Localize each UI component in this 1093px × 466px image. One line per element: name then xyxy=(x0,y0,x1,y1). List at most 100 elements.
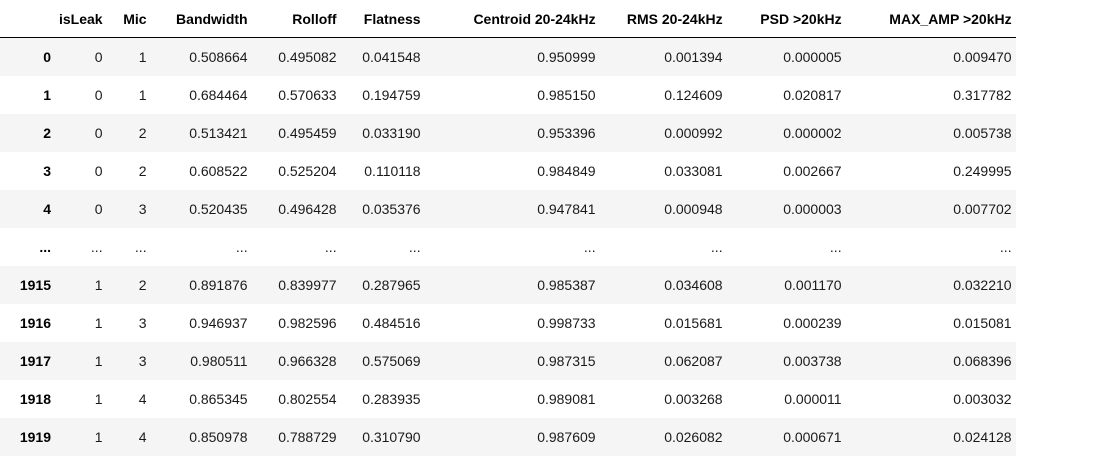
cell-flatness: 0.033190 xyxy=(362,125,421,141)
table-row: 1915 1 2 0.891876 0.839977 0.287965 0.98… xyxy=(0,266,1016,304)
row-index: 4 xyxy=(43,201,51,217)
column-header-psd: PSD >20kHz xyxy=(726,0,846,38)
table-body: 0 0 1 0.508664 0.495082 0.041548 0.95099… xyxy=(0,37,1016,456)
cell-bandwidth: 0.850978 xyxy=(189,429,248,445)
cell-rolloff: 0.982596 xyxy=(278,315,337,331)
column-header-max-amp: MAX_AMP >20kHz xyxy=(845,0,1016,38)
cell-max-amp: 0.005738 xyxy=(953,125,1012,141)
row-index: 1919 xyxy=(19,429,51,445)
cell-rolloff: 0.495082 xyxy=(278,49,337,65)
cell-psd: 0.003738 xyxy=(783,353,842,369)
cell-rms: 0.001394 xyxy=(664,49,723,65)
cell-bandwidth: 0.891876 xyxy=(189,277,248,293)
cell-rms: 0.124609 xyxy=(664,87,723,103)
cell-psd: 0.000005 xyxy=(783,49,842,65)
cell-bandwidth: ... xyxy=(235,239,248,255)
cell-bandwidth: 0.684464 xyxy=(189,87,248,103)
table-row-ellipsis: ... ... ... ... ... ... ... ... ... ... xyxy=(0,228,1016,266)
cell-mic: 1 xyxy=(138,49,147,65)
cell-bandwidth: 0.865345 xyxy=(189,391,248,407)
cell-rolloff: 0.788729 xyxy=(278,429,337,445)
dataframe-table: isLeak Mic Bandwidth Rolloff Flatness Ce… xyxy=(0,0,1016,456)
cell-rms: 0.033081 xyxy=(664,163,723,179)
cell-psd: 0.000002 xyxy=(783,125,842,141)
row-index: 1917 xyxy=(19,353,51,369)
cell-psd: 0.000239 xyxy=(783,315,842,331)
cell-max-amp: ... xyxy=(999,239,1012,255)
cell-mic: 1 xyxy=(138,87,147,103)
cell-rms: 0.003268 xyxy=(664,391,723,407)
table-row: 1918 1 4 0.865345 0.802554 0.283935 0.98… xyxy=(0,380,1016,418)
cell-psd: 0.002667 xyxy=(783,163,842,179)
cell-flatness: 0.283935 xyxy=(362,391,421,407)
cell-centroid: 0.947841 xyxy=(537,201,596,217)
cell-flatness: 0.575069 xyxy=(362,353,421,369)
cell-mic: 4 xyxy=(138,429,147,445)
cell-max-amp: 0.032210 xyxy=(953,277,1012,293)
cell-flatness: 0.310790 xyxy=(362,429,421,445)
cell-centroid: ... xyxy=(583,239,596,255)
column-header-centroid: Centroid 20-24kHz xyxy=(424,0,600,38)
column-header-flatness: Flatness xyxy=(340,0,425,38)
cell-bandwidth: 0.508664 xyxy=(189,49,248,65)
cell-rolloff: 0.495459 xyxy=(278,125,337,141)
cell-mic: 3 xyxy=(138,315,147,331)
cell-flatness: ... xyxy=(408,239,421,255)
cell-psd: 0.000011 xyxy=(784,391,842,407)
cell-max-amp: 0.249995 xyxy=(953,163,1012,179)
cell-max-amp: 0.317782 xyxy=(953,87,1012,103)
row-index: ... xyxy=(39,239,51,255)
cell-mic: 2 xyxy=(138,125,147,141)
cell-centroid: 0.987315 xyxy=(537,353,596,369)
row-index: 1918 xyxy=(19,391,51,407)
cell-bandwidth: 0.520435 xyxy=(189,201,248,217)
cell-rms: 0.000948 xyxy=(664,201,723,217)
table-header: isLeak Mic Bandwidth Rolloff Flatness Ce… xyxy=(0,0,1016,38)
cell-centroid: 0.985150 xyxy=(537,87,596,103)
cell-flatness: 0.484516 xyxy=(362,315,421,331)
cell-mic: ... xyxy=(134,239,147,255)
cell-isleak: 1 xyxy=(94,391,103,407)
column-header-rms: RMS 20-24kHz xyxy=(599,0,727,38)
column-header-rolloff: Rolloff xyxy=(251,0,341,38)
cell-isleak: 1 xyxy=(94,315,103,331)
table-row: 1919 1 4 0.850978 0.788729 0.310790 0.98… xyxy=(0,418,1016,456)
cell-psd: 0.001170 xyxy=(784,277,842,293)
cell-isleak: 1 xyxy=(94,353,103,369)
cell-centroid: 0.984849 xyxy=(537,163,596,179)
cell-rms: 0.000992 xyxy=(664,125,723,141)
cell-isleak: 0 xyxy=(94,49,103,65)
cell-psd: 0.000003 xyxy=(783,201,842,217)
cell-rms: ... xyxy=(710,239,723,255)
table-row: 4 0 3 0.520435 0.496428 0.035376 0.94784… xyxy=(0,190,1016,228)
table-row: 1917 1 3 0.980511 0.966328 0.575069 0.98… xyxy=(0,342,1016,380)
cell-rolloff: 0.570633 xyxy=(278,87,337,103)
cell-mic: 3 xyxy=(138,353,147,369)
cell-max-amp: 0.007702 xyxy=(953,201,1012,217)
header-row: isLeak Mic Bandwidth Rolloff Flatness Ce… xyxy=(0,0,1016,38)
cell-psd: 0.000671 xyxy=(783,429,842,445)
cell-mic: 3 xyxy=(138,201,147,217)
cell-rms: 0.026082 xyxy=(664,429,723,445)
table-row: 3 0 2 0.608522 0.525204 0.110118 0.98484… xyxy=(0,152,1016,190)
table-row: 1916 1 3 0.946937 0.982596 0.484516 0.99… xyxy=(0,304,1016,342)
cell-psd: 0.020817 xyxy=(783,87,842,103)
cell-mic: 4 xyxy=(138,391,147,407)
row-index: 0 xyxy=(43,49,51,65)
table-row: 2 0 2 0.513421 0.495459 0.033190 0.95339… xyxy=(0,114,1016,152)
cell-bandwidth: 0.946937 xyxy=(189,315,248,331)
cell-flatness: 0.287965 xyxy=(362,277,421,293)
row-index: 1916 xyxy=(19,315,51,331)
cell-flatness: 0.041548 xyxy=(362,49,421,65)
cell-max-amp: 0.003032 xyxy=(953,391,1012,407)
cell-centroid: 0.953396 xyxy=(537,125,596,141)
cell-max-amp: 0.024128 xyxy=(953,429,1012,445)
cell-flatness: 0.035376 xyxy=(362,201,421,217)
cell-max-amp: 0.068396 xyxy=(953,353,1012,369)
row-index: 1 xyxy=(43,87,51,103)
cell-max-amp: 0.009470 xyxy=(953,49,1012,65)
cell-bandwidth: 0.608522 xyxy=(189,163,248,179)
cell-flatness: 0.194759 xyxy=(362,87,421,103)
row-index: 3 xyxy=(43,163,51,179)
cell-rolloff: 0.802554 xyxy=(278,391,337,407)
